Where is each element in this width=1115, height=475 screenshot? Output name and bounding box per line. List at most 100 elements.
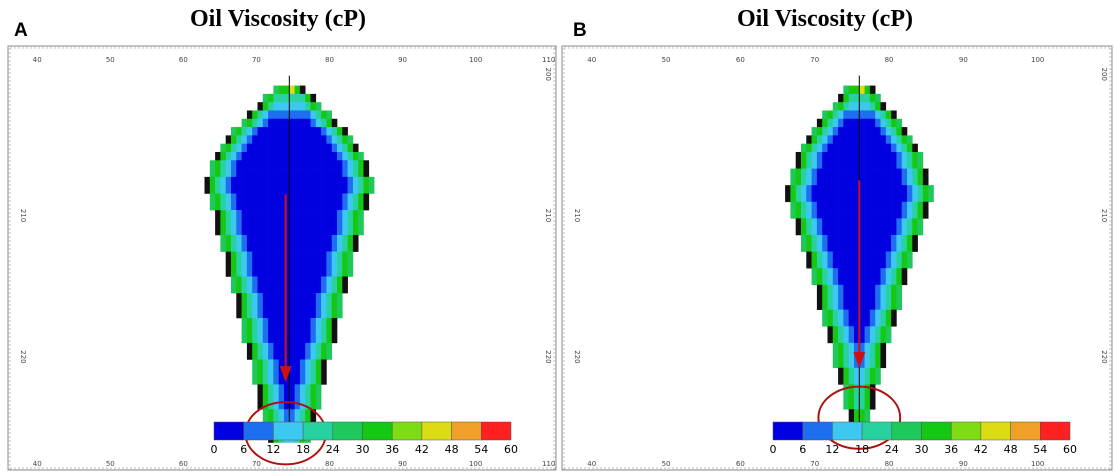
viscosity-cell bbox=[326, 210, 333, 219]
viscosity-cell bbox=[284, 143, 290, 153]
viscosity-cell bbox=[901, 218, 908, 227]
viscosity-cell bbox=[869, 135, 876, 144]
viscosity-cell bbox=[231, 143, 237, 153]
viscosity-cell bbox=[273, 185, 280, 194]
viscosity-cell bbox=[278, 293, 285, 302]
viscosity-cell bbox=[864, 135, 871, 144]
viscosity-cell bbox=[299, 334, 306, 344]
viscosity-cell bbox=[832, 251, 839, 261]
viscosity-cell bbox=[848, 127, 855, 136]
viscosity-cell bbox=[896, 143, 902, 153]
viscosity-cell bbox=[236, 127, 242, 136]
viscosity-cell bbox=[347, 151, 354, 161]
viscosity-cell bbox=[875, 259, 881, 269]
viscosity-cell bbox=[347, 259, 354, 269]
viscosity-cell bbox=[795, 151, 802, 161]
viscosity-cell bbox=[869, 293, 876, 302]
viscosity-cell bbox=[864, 193, 871, 203]
viscosity-cell bbox=[864, 226, 871, 236]
viscosity-cell bbox=[262, 384, 269, 393]
viscosity-cell bbox=[337, 218, 343, 227]
viscosity-cell bbox=[252, 201, 258, 211]
viscosity-cell bbox=[225, 151, 232, 161]
colorbar-swatch bbox=[421, 421, 452, 441]
viscosity-cell bbox=[853, 334, 860, 344]
viscosity-cell bbox=[299, 384, 306, 393]
viscosity-cell bbox=[299, 351, 306, 360]
colorbar: 0 6 12 18 24 30 36 42 48 54 60 bbox=[211, 421, 518, 456]
viscosity-cell bbox=[294, 367, 301, 377]
viscosity-cell bbox=[896, 160, 902, 169]
viscosity-cell bbox=[321, 293, 327, 302]
viscosity-cell bbox=[294, 185, 301, 194]
viscosity-cell bbox=[822, 143, 828, 153]
viscosity-cell bbox=[848, 342, 855, 352]
viscosity-cell bbox=[273, 293, 280, 302]
viscosity-cell bbox=[891, 210, 897, 219]
viscosity-cell bbox=[912, 201, 918, 211]
viscosity-cell bbox=[816, 284, 823, 294]
viscosity-cell bbox=[305, 259, 311, 269]
viscosity-cell bbox=[278, 392, 285, 402]
viscosity-cell bbox=[342, 193, 348, 203]
viscosity-cell bbox=[289, 400, 295, 410]
viscosity-cell bbox=[262, 135, 269, 144]
viscosity-cell bbox=[305, 276, 311, 286]
x-tick-label-top: 90 bbox=[398, 56, 407, 64]
viscosity-cell bbox=[278, 351, 285, 360]
viscosity-cell bbox=[252, 218, 258, 227]
viscosity-cell bbox=[880, 102, 887, 111]
viscosity-cell bbox=[284, 268, 290, 277]
viscosity-cell bbox=[822, 251, 828, 261]
y-tick-label-left: 220 bbox=[573, 350, 581, 363]
viscosity-cell bbox=[310, 102, 317, 111]
viscosity-cell bbox=[848, 317, 855, 327]
viscosity-cell bbox=[278, 151, 285, 161]
viscosity-cell bbox=[843, 201, 849, 211]
viscosity-cell bbox=[917, 151, 924, 161]
viscosity-cell bbox=[294, 259, 301, 269]
viscosity-cell bbox=[859, 251, 865, 261]
viscosity-cell bbox=[832, 176, 839, 186]
viscosity-cell bbox=[331, 276, 338, 286]
viscosity-cell bbox=[252, 151, 258, 161]
viscosity-cell bbox=[800, 193, 807, 203]
viscosity-cell bbox=[880, 226, 887, 236]
viscosity-cell bbox=[305, 210, 311, 219]
viscosity-cell bbox=[838, 334, 844, 344]
viscosity-cell bbox=[832, 234, 839, 244]
viscosity-cell bbox=[294, 127, 301, 136]
viscosity-cell bbox=[321, 243, 327, 252]
viscosity-cell bbox=[832, 293, 839, 302]
viscosity-cell bbox=[912, 143, 918, 153]
viscosity-cell bbox=[832, 185, 839, 194]
viscosity-cell bbox=[869, 168, 876, 178]
viscosity-cell bbox=[257, 309, 264, 319]
viscosity-cell bbox=[236, 143, 242, 153]
viscosity-cell bbox=[278, 268, 285, 277]
viscosity-cell bbox=[257, 376, 264, 385]
viscosity-cell bbox=[246, 118, 253, 128]
viscosity-cell bbox=[246, 201, 253, 211]
viscosity-cell bbox=[284, 168, 290, 178]
viscosity-cell bbox=[326, 342, 333, 352]
viscosity-cell bbox=[859, 276, 865, 286]
viscosity-cell bbox=[363, 193, 370, 203]
viscosity-cell bbox=[284, 243, 290, 252]
viscosity-cell bbox=[853, 293, 860, 302]
viscosity-cell bbox=[315, 309, 322, 319]
viscosity-cell bbox=[337, 135, 343, 144]
viscosity-cell bbox=[284, 334, 290, 344]
viscosity-cell bbox=[241, 326, 248, 335]
viscosity-cell bbox=[885, 309, 892, 319]
colorbar-swatch bbox=[772, 421, 803, 441]
viscosity-cell bbox=[236, 276, 242, 286]
viscosity-cell bbox=[347, 218, 354, 227]
viscosity-cell bbox=[827, 326, 834, 335]
viscosity-cell bbox=[811, 234, 818, 244]
viscosity-cell bbox=[822, 284, 828, 294]
viscosity-cell bbox=[273, 118, 280, 128]
viscosity-cell bbox=[305, 409, 311, 418]
viscosity-cell bbox=[838, 210, 844, 219]
